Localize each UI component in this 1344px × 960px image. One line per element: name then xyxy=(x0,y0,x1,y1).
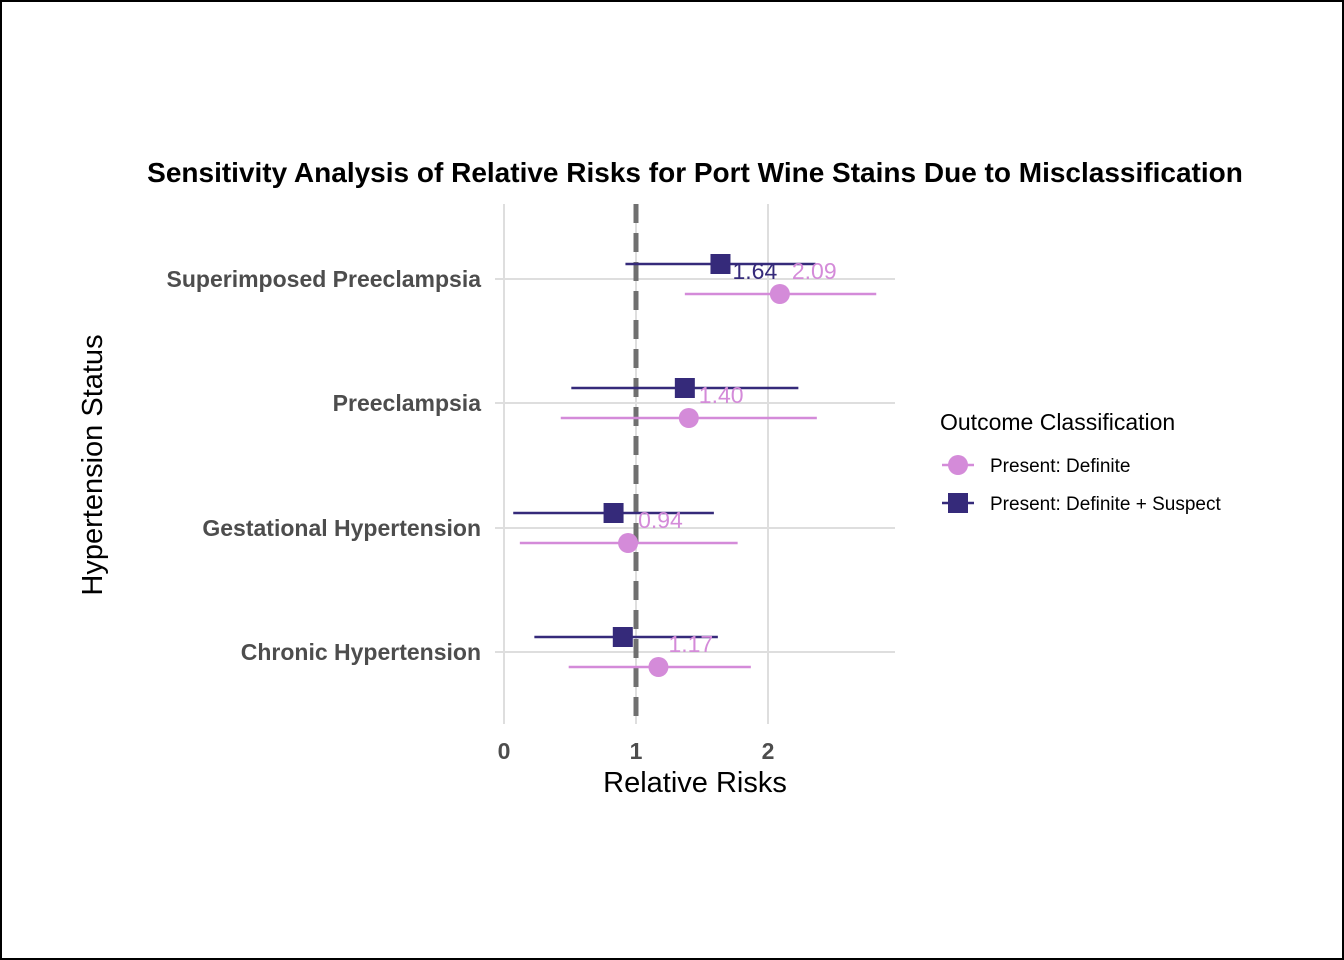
legend-title: Outcome Classification xyxy=(940,409,1175,435)
x-tick-labels: 0 1 2 xyxy=(498,738,775,764)
legend: Outcome Classification Present: Definite… xyxy=(940,409,1221,515)
y-tick-label: Preeclampsia xyxy=(333,390,482,416)
x-tick-label: 0 xyxy=(498,738,511,764)
y-tick-label: Gestational Hypertension xyxy=(202,515,481,541)
data-label: 1.64 xyxy=(732,258,777,284)
chart-title: Sensitivity Analysis of Relative Risks f… xyxy=(147,157,1243,188)
data-label: 1.17 xyxy=(668,631,713,657)
data-label: 2.09 xyxy=(792,258,837,284)
x-tick-label: 1 xyxy=(630,738,643,764)
point-circle xyxy=(769,284,790,304)
data-label: 1.40 xyxy=(699,382,744,408)
y-tick-label: Superimposed Preeclampsia xyxy=(167,266,482,292)
point-square xyxy=(674,378,695,398)
point-square xyxy=(612,627,633,647)
data-label: 0.94 xyxy=(638,507,683,533)
y-tick-labels: Superimposed Preeclampsia Preeclampsia Ges… xyxy=(167,266,482,665)
legend-key-circle xyxy=(948,455,968,475)
point-circle xyxy=(618,533,639,553)
point-square xyxy=(603,503,624,523)
x-axis-label: Relative Risks xyxy=(603,767,787,799)
grid-lines xyxy=(495,204,895,724)
legend-key-square xyxy=(948,493,968,513)
legend-item-label: Present: Definite xyxy=(990,456,1130,477)
y-axis-label: Hypertension Status xyxy=(77,334,109,595)
point-circle xyxy=(678,408,699,428)
y-tick-label: Chronic Hypertension xyxy=(241,639,481,665)
legend-item-label: Present: Definite + Suspect xyxy=(990,494,1221,515)
point-square xyxy=(710,254,731,274)
point-circle xyxy=(648,657,669,677)
data-marks: 2.09 1.40 0.94 1.17 1.64 xyxy=(513,254,877,677)
x-tick-label: 2 xyxy=(762,738,775,764)
